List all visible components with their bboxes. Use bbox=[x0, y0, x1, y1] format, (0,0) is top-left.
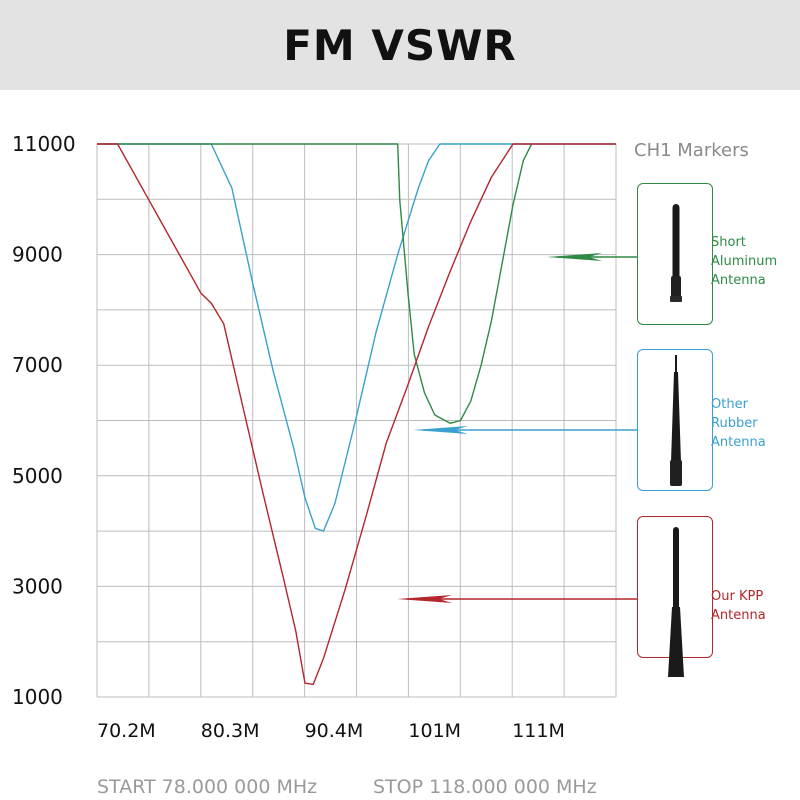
legend-label-our-kpp: Our KPP Antenna bbox=[711, 587, 799, 625]
short-antenna-icon bbox=[670, 204, 682, 302]
legend-label-short-aluminum: Short Aluminum Antenna bbox=[711, 233, 799, 290]
x-tick-label: 80.3M bbox=[201, 720, 260, 742]
series-lines bbox=[97, 143, 616, 685]
legend-line: Aluminum bbox=[711, 254, 778, 269]
arrow-short-aluminum bbox=[547, 253, 637, 261]
grid bbox=[96, 143, 617, 698]
legend-line: Antenna bbox=[711, 608, 766, 623]
arrow-other-rubber bbox=[413, 426, 637, 434]
chart-title: FM VSWR bbox=[283, 20, 517, 70]
y-tick-label: 11000 bbox=[12, 132, 76, 156]
y-axis-ticks: 11000 9000 7000 5000 3000 1000 bbox=[12, 132, 76, 709]
kpp-antenna-icon bbox=[668, 527, 684, 677]
legend-box-other-rubber bbox=[637, 349, 713, 491]
series-line-short-aluminum-antenna bbox=[97, 143, 533, 424]
legend-line: Short bbox=[711, 235, 746, 250]
legend-line: Other bbox=[711, 397, 748, 412]
stop-frequency-label: STOP 118.000 000 MHz bbox=[373, 776, 597, 798]
rubber-antenna-icon bbox=[670, 355, 682, 486]
title-bar: FM VSWR bbox=[0, 0, 800, 90]
y-tick-label: 5000 bbox=[12, 464, 63, 488]
y-tick-label: 1000 bbox=[12, 685, 63, 709]
x-tick-label: 90.4M bbox=[305, 720, 364, 742]
x-tick-label: 101M bbox=[408, 720, 461, 742]
markers-header: CH1 Markers bbox=[634, 140, 749, 161]
start-frequency-label: START 78.000 000 MHz bbox=[97, 776, 318, 798]
y-tick-label: 9000 bbox=[12, 243, 63, 267]
legend-line: Antenna bbox=[711, 435, 766, 450]
y-tick-label: 7000 bbox=[12, 353, 63, 377]
legend-box-short-aluminum bbox=[637, 183, 713, 325]
arrow-our-kpp bbox=[397, 595, 637, 603]
y-tick-label: 3000 bbox=[12, 574, 63, 598]
series-line-our-kpp-antenna bbox=[97, 143, 616, 685]
x-tick-label: 111M bbox=[512, 720, 565, 742]
legend-line: Our KPP bbox=[711, 589, 764, 604]
legend-line: Antenna bbox=[711, 273, 766, 288]
marker-arrows bbox=[397, 253, 637, 603]
legend-line: Rubber bbox=[711, 416, 758, 431]
series-line-other-rubber-antenna bbox=[97, 143, 616, 532]
legend-label-other-rubber: Other Rubber Antenna bbox=[711, 395, 799, 452]
x-axis-ticks: 70.2M 80.3M 90.4M 101M 111M bbox=[97, 720, 565, 742]
x-tick-label: 70.2M bbox=[97, 720, 156, 742]
legend-box-our-kpp bbox=[637, 516, 713, 677]
